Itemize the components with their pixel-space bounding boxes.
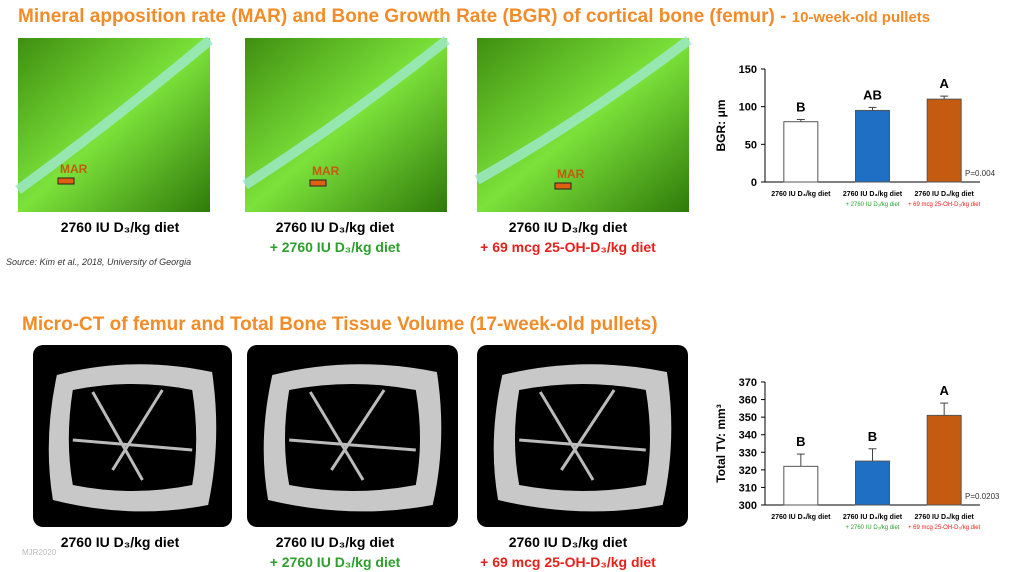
caption-line: 2760 IU D₃/kg diet [508, 534, 628, 550]
x-tick-sublabel: + 69 mcg 25-OH-D₃/kg diet [908, 202, 981, 208]
watermark: MJR2020 [22, 548, 57, 557]
x-tick-label: 2760 IU D₃/kg diet [771, 191, 831, 198]
x-tick-label: 2760 IU D₃/kg diet [843, 514, 903, 521]
bar [926, 414, 962, 506]
significance-letter: A [939, 383, 949, 398]
significance-letter: B [796, 434, 805, 449]
y-tick-label: 310 [739, 482, 757, 494]
trabeculae [519, 389, 646, 481]
y-axis-label: BGR: μm [714, 99, 728, 151]
mar-label: MAR [557, 167, 585, 181]
caption-line: + 69 mcg 25-OH-D₃/kg diet [480, 239, 656, 255]
caption-line: + 2760 IU D₃/kg diet [269, 239, 401, 255]
mar-marker [309, 179, 327, 187]
mar-label: MAR [60, 162, 88, 176]
y-tick-label: 0 [751, 177, 757, 189]
bar [855, 109, 890, 183]
x-tick-label: 2760 IU D₃/kg diet [915, 514, 975, 521]
source: Source: Kim et al., 2018, University of … [6, 257, 192, 267]
p-value: P=0.0203 [965, 492, 1000, 501]
caption-line: 2760 IU D₃/kg diet [275, 534, 395, 550]
significance-letter: B [868, 429, 877, 444]
y-axis-label: Total TV: mm³ [714, 404, 728, 482]
bar [855, 460, 890, 506]
bar [926, 98, 962, 183]
y-tick-label: 340 [739, 430, 757, 442]
mar-label: MAR [312, 164, 340, 178]
caption-line: + 69 mcg 25-OH-D₃/kg diet [480, 554, 656, 570]
section-title: Micro-CT of femur and Total Bone Tissue … [22, 314, 658, 335]
mar-marker [554, 182, 572, 190]
bar [783, 465, 819, 506]
x-tick-sublabel: + 69 mcg 25-OH-D₃/kg diet [908, 525, 981, 531]
title-suffix: 10-week-old pullets [791, 9, 931, 26]
slide-title: Mineral apposition rate (MAR) and Bone G… [18, 6, 930, 28]
caption-line: 2760 IU D₃/kg diet [508, 219, 628, 235]
x-tick-label: 2760 IU D₃/kg diet [843, 191, 903, 198]
bone-band [15, 36, 214, 195]
caption-line: 2760 IU D₃/kg diet [60, 534, 180, 550]
y-tick-label: 50 [745, 139, 757, 151]
mar-marker [57, 177, 75, 185]
x-tick-label: 2760 IU D₃/kg diet [915, 191, 975, 198]
caption-line: 2760 IU D₃/kg diet [60, 219, 180, 235]
trabeculae [289, 389, 416, 481]
y-tick-label: 360 [739, 395, 757, 407]
x-tick-label: 2760 IU D₃/kg diet [771, 514, 831, 521]
y-tick-label: 330 [739, 447, 757, 459]
chart-bgr: 0 50 100 150 BGR: μm B 2760 IU D₃/kg diet AB 276… [714, 64, 996, 208]
x-tick-sublabel: + 2760 IU D₃/kg diet [846, 525, 900, 531]
x-tick-sublabel: + 2760 IU D₃/kg diet [846, 202, 900, 208]
y-tick-label: 370 [739, 377, 757, 389]
chart-tv: 300 310 320 330 340 350 360 370 Total TV: mm³ B 27… [714, 377, 1000, 531]
bone-band [242, 36, 451, 190]
caption-line: + 2760 IU D₃/kg diet [269, 554, 401, 570]
title-text: Mineral apposition rate (MAR) and Bone G… [18, 6, 792, 27]
bone-band [474, 36, 693, 185]
y-tick-label: 320 [739, 465, 757, 477]
y-tick-label: 100 [739, 102, 757, 114]
significance-letter: B [796, 99, 805, 114]
caption-line: 2760 IU D₃/kg diet [275, 219, 395, 235]
p-value: P=0.004 [965, 169, 996, 178]
y-tick-label: 300 [739, 500, 757, 512]
y-tick-label: 150 [739, 64, 757, 76]
significance-letter: A [939, 76, 949, 91]
trabeculae [72, 389, 193, 481]
significance-letter: AB [863, 87, 882, 102]
y-tick-label: 350 [739, 412, 757, 424]
bar [783, 121, 819, 183]
